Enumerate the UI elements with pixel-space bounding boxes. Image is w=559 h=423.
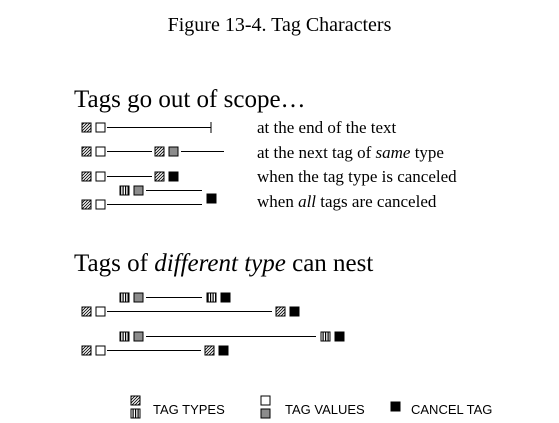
cancel-tag-icon <box>168 171 179 182</box>
text-run: when <box>257 192 299 211</box>
tag-value-empty-icon <box>95 345 106 356</box>
tag-type-hatched-icon <box>81 306 92 317</box>
scope-rule-type-canceled: when the tag type is canceled <box>257 167 457 187</box>
scope-rule-end-of-text: at the end of the text <box>257 118 396 138</box>
legend-tag-type-vertical-icon <box>130 408 141 419</box>
tag-type-hatched-icon <box>81 345 92 356</box>
tag-type-vertical-icon <box>119 185 130 196</box>
text-run: when the tag type is canceled <box>257 167 457 186</box>
legend-tag-value-gray-icon <box>260 408 271 419</box>
legend-tag-types-label: TAG TYPES <box>153 402 225 417</box>
legend-tag-value-empty-icon <box>260 395 271 406</box>
tag-value-empty-icon <box>95 306 106 317</box>
tag-type-hatched-icon <box>275 306 286 317</box>
tag-type-hatched-icon <box>81 146 92 157</box>
tag-type-hatched-icon <box>154 171 165 182</box>
cancel-tag-icon <box>220 292 231 303</box>
tag-type-vertical-icon <box>320 331 331 342</box>
legend-cancel-tag-icon <box>390 401 401 412</box>
tag-value-empty-icon <box>95 199 106 210</box>
legend <box>130 395 401 419</box>
emphasis-text: same <box>375 143 411 162</box>
text-run: at the end of the text <box>257 118 397 137</box>
scope-row-2-diagram <box>81 146 224 157</box>
text-run: tags are canceled <box>316 192 437 211</box>
scope-row-4-diagram <box>81 185 217 210</box>
nest-example-2-diagram <box>81 331 345 356</box>
scope-rule-next-same-type: at the next tag of same type <box>257 143 444 163</box>
cancel-tag-icon <box>289 306 300 317</box>
tag-value-empty-icon <box>95 122 106 133</box>
legend-cancel-tag-label: CANCEL TAG <box>411 402 493 417</box>
scope-row-1-diagram <box>81 122 212 133</box>
cancel-tag-icon <box>206 193 217 204</box>
tag-type-hatched-icon <box>81 122 92 133</box>
tag-type-vertical-icon <box>206 292 217 303</box>
tag-type-hatched-icon <box>204 345 215 356</box>
tag-value-gray-icon <box>133 185 144 196</box>
tag-value-gray-icon <box>133 331 144 342</box>
nest-section-heading: Tags of different type can nest <box>74 250 373 278</box>
text-run: at the next tag of <box>257 143 376 162</box>
scope-row-3-diagram <box>81 171 179 182</box>
text-run: can nest <box>285 250 374 277</box>
cancel-tag-icon <box>334 331 345 342</box>
cancel-tag-icon <box>218 345 229 356</box>
tag-value-gray-icon <box>133 292 144 303</box>
tag-type-hatched-icon <box>154 146 165 157</box>
nest-example-1-diagram <box>81 292 300 317</box>
text-run: Tags of <box>74 250 155 277</box>
scope-section-heading: Tags go out of scope… <box>74 86 306 113</box>
legend-tag-type-hatched-icon <box>130 395 141 406</box>
tag-value-empty-icon <box>95 171 106 182</box>
emphasis-text: different type <box>154 250 286 277</box>
figure-title: Figure 13-4. Tag Characters <box>167 14 392 36</box>
legend-tag-values-label: TAG VALUES <box>285 402 365 417</box>
emphasis-text: all <box>298 192 317 211</box>
text-run: type <box>410 143 444 162</box>
scope-rule-all-canceled: when all tags are canceled <box>257 192 436 212</box>
tag-type-vertical-icon <box>119 331 130 342</box>
tag-type-vertical-icon <box>119 292 130 303</box>
tag-type-hatched-icon <box>81 199 92 210</box>
tag-value-empty-icon <box>95 146 106 157</box>
tag-type-hatched-icon <box>81 171 92 182</box>
tag-value-gray-icon <box>168 146 179 157</box>
